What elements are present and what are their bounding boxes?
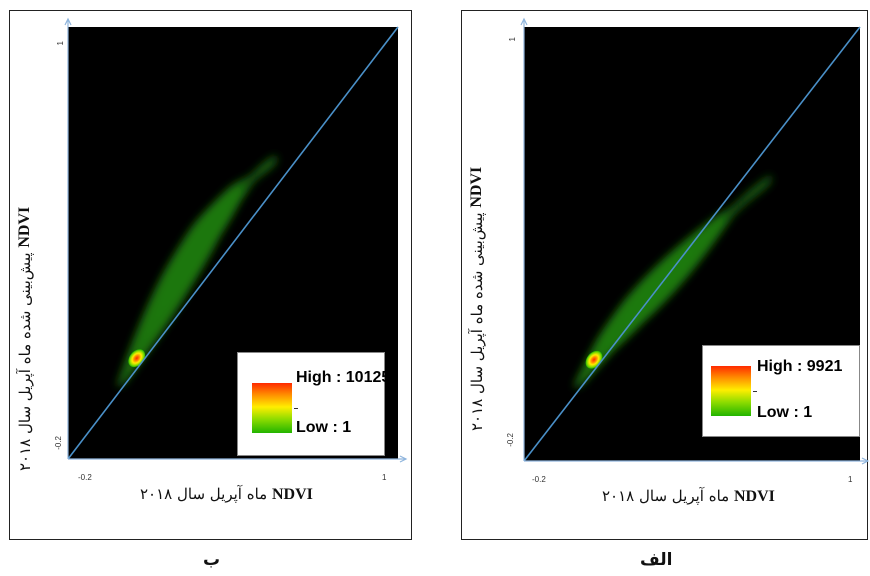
x-axis-arrow [399, 455, 408, 463]
x-tick-min: -0.2 [532, 475, 546, 484]
y-tick-min: -0.2 [506, 433, 515, 447]
legend: High : 9921 Low : 1 [702, 345, 860, 437]
legend-color-ramp [252, 383, 292, 433]
y-tick-max: 1 [508, 37, 517, 42]
density-cloud [573, 174, 774, 389]
x-tick-min: -0.2 [78, 473, 92, 482]
y-axis-label: پیش‌بینی شده ماه آپریل سال ۲۰۱۸ NDVI [16, 206, 34, 471]
x-axis-label: NDVI ماه آپریل سال ۲۰۱۸ [602, 487, 775, 505]
one-to-one-line [67, 26, 399, 460]
legend-low-label: Low : 1 [296, 419, 352, 436]
density-scatter-plot [520, 17, 869, 465]
legend: High : 10125 Low : 1 [237, 352, 390, 456]
one-to-one-line [523, 26, 861, 462]
axes [520, 17, 869, 465]
legend-high-label: High : 9921 [757, 358, 843, 375]
y-tick-min: -0.2 [54, 436, 63, 450]
density-blob [760, 174, 774, 190]
legend-color-ramp [711, 366, 751, 416]
y-axis-label: پیش‌بینی شده ماه آپریل سال ۲۰۱۸ NDVI [468, 166, 486, 431]
legend-high-label: High : 10125 [296, 369, 391, 386]
legend-low-label: Low : 1 [757, 404, 813, 421]
chart-panel-alef: پیش‌بینی شده ماه آپریل سال ۲۰۱۸ NDVI 1 -… [461, 10, 869, 540]
chart-panel-b: پیش‌بینی شده ماه آپریل سال ۲۰۱۸ NDVI 1 -… [9, 10, 412, 540]
x-axis-label: NDVI ماه آپریل سال ۲۰۱۸ [140, 485, 313, 503]
panel-caption-b: ب [203, 550, 221, 570]
x-axis-arrow [861, 457, 869, 465]
density-scatter-plot [64, 17, 408, 463]
y-axis-arrow [520, 17, 528, 26]
x-tick-max: 1 [848, 475, 853, 484]
axes [64, 17, 408, 463]
density-blob [265, 154, 279, 170]
x-tick-max: 1 [382, 473, 387, 482]
panel-caption-alef: الف [640, 550, 673, 570]
y-axis-arrow [64, 17, 72, 26]
y-tick-max: 1 [56, 41, 65, 46]
